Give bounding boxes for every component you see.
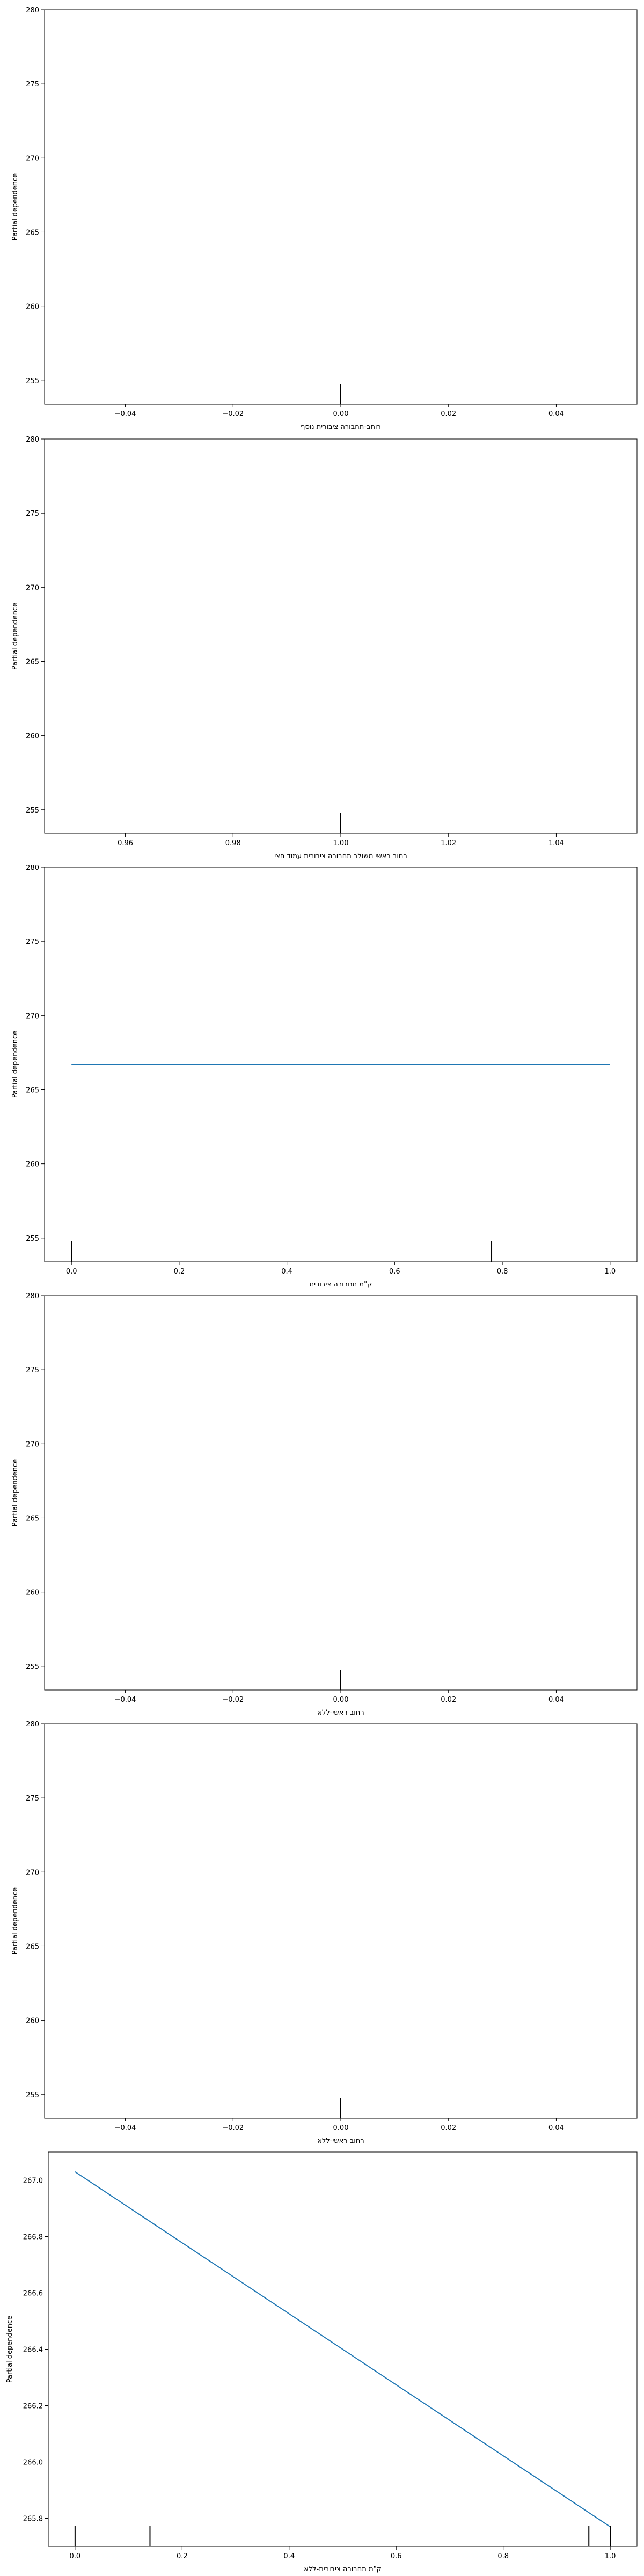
y-tick-label: 275: [26, 1795, 39, 1803]
x-axis-label: רחוב ראשי-ללא: [317, 1709, 364, 1717]
x-tick-label: −0.02: [222, 410, 244, 418]
x-tick-label: −0.04: [115, 2124, 136, 2132]
x-tick-label: 0.02: [441, 410, 456, 418]
x-tick-label: 0.0: [70, 2552, 81, 2560]
y-tick-label: 270: [26, 1869, 39, 1877]
y-axis-label: Partial dependence: [11, 1459, 19, 1526]
y-tick-label: 270: [26, 1440, 39, 1448]
x-tick-label: 1.02: [441, 839, 456, 847]
y-axis-label: Partial dependence: [11, 603, 19, 670]
x-tick-label: 0.00: [333, 1696, 349, 1704]
x-tick-label: −0.04: [115, 410, 136, 418]
chart-panel-4: −0.04 −0.02 0.00 0.02 0.04 255 260 265 270 275 280…: [11, 1292, 638, 1717]
y-tick-label: 275: [26, 938, 39, 946]
y-tick-label: 266.6: [23, 2290, 43, 2298]
chart-panel-1: −0.04 −0.02 0.00 0.02 0.04 255 260 265 270 275 280…: [11, 6, 638, 431]
y-tick-label: 275: [26, 80, 39, 89]
plot-frame: [44, 1723, 638, 2119]
y-tick-label: 270: [26, 155, 39, 163]
x-tick-label: 1.04: [548, 839, 564, 847]
plot-frame: [44, 9, 638, 405]
x-tick-label: −0.02: [222, 1696, 244, 1704]
y-tick-label: 267.0: [23, 2177, 43, 2185]
y-tick-label: 265: [26, 229, 39, 237]
x-tick-label: 1.00: [333, 839, 349, 847]
chart-panel-5: −0.04 −0.02 0.00 0.02 0.04 255 260 265 270 275 280…: [11, 1721, 638, 2145]
x-tick-label: 0.02: [441, 1696, 456, 1704]
y-tick-label: 266.2: [23, 2403, 43, 2411]
chart-panel-2: 0.96 0.98 1.00 1.02 1.04 255 260 265 270 275 280 רח…: [11, 436, 638, 860]
x-tick-label: 1.0: [605, 2552, 616, 2560]
y-axis-label: Partial dependence: [6, 2316, 14, 2383]
x-tick-label: 0.00: [333, 2124, 349, 2132]
x-axis-label: רחוב ראשי משולב תחבורה ציבורית עמוד חצי: [274, 852, 407, 860]
x-tick-label: 0.4: [283, 2552, 295, 2560]
y-tick-label: 280: [26, 6, 39, 14]
x-axis-label: ק"מ תחבורה ציבורית: [310, 1280, 372, 1289]
y-tick-label: 270: [26, 584, 39, 592]
x-tick-label: 0.02: [441, 2124, 456, 2132]
y-axis-label: Partial dependence: [11, 1887, 19, 1955]
plot-frame: [44, 438, 638, 834]
y-tick-label: 255: [26, 377, 39, 385]
x-tick-label: 0.96: [118, 839, 133, 847]
x-tick-label: 0.04: [548, 1696, 564, 1704]
x-tick-label: 0.04: [548, 410, 564, 418]
x-tick-label: 0.04: [548, 2124, 564, 2132]
y-tick-label: 255: [26, 2091, 39, 2099]
x-tick-label: 0.2: [177, 2552, 188, 2560]
x-axis-label: רחוב ראשי-ללא: [317, 2137, 364, 2145]
y-tick-label: 265: [26, 1086, 39, 1094]
y-axis-label: Partial dependence: [11, 173, 19, 240]
chart-panel-6: 0.0 0.2 0.4 0.6 0.8 1.0 265.8 266.0 266.2 266.4 26…: [6, 2151, 638, 2573]
y-tick-label: 255: [26, 807, 39, 815]
y-tick-label: 280: [26, 436, 39, 444]
y-tick-label: 266.4: [23, 2346, 43, 2354]
plot-frame: [44, 867, 638, 1262]
x-tick-label: 0.98: [225, 839, 241, 847]
y-tick-label: 280: [26, 1292, 39, 1300]
y-tick-label: 280: [26, 864, 39, 872]
y-tick-label: 280: [26, 1721, 39, 1729]
pd-line-1: [75, 2171, 611, 2528]
x-tick-label: 0.6: [391, 2552, 402, 2560]
y-tick-label: 255: [26, 1663, 39, 1671]
y-tick-label: 265: [26, 658, 39, 666]
plot-frame: [44, 1295, 638, 1690]
x-axis-label: רוחב-תחבורה ציבורית נוסף: [301, 423, 381, 431]
y-tick-label: 255: [26, 1235, 39, 1243]
x-tick-label: 0.00: [333, 410, 349, 418]
y-tick-label: 265: [26, 1514, 39, 1523]
y-tick-label: 260: [26, 733, 39, 741]
x-axis-label: ק"מ תחבורה ציבורית-ללא: [304, 2565, 382, 2573]
y-tick-label: 275: [26, 510, 39, 518]
x-tick-label: 0.8: [497, 1268, 508, 1276]
x-tick-label: −0.04: [115, 1696, 136, 1704]
y-tick-label: 260: [26, 2017, 39, 2025]
y-tick-label: 260: [26, 303, 39, 311]
x-tick-label: 1.0: [604, 1268, 616, 1276]
y-tick-label: 265.8: [23, 2515, 43, 2523]
y-tick-label: 270: [26, 1012, 39, 1020]
x-tick-label: 0.6: [389, 1268, 400, 1276]
x-tick-label: 0.2: [174, 1268, 185, 1276]
x-tick-label: 0.4: [281, 1268, 292, 1276]
y-tick-label: 266.8: [23, 2234, 43, 2242]
x-tick-label: 0.0: [66, 1268, 77, 1276]
y-tick-label: 266.0: [23, 2459, 43, 2467]
y-tick-label: 275: [26, 1366, 39, 1374]
y-tick-label: 260: [26, 1589, 39, 1597]
x-tick-label: 0.8: [497, 2552, 509, 2560]
y-tick-label: 265: [26, 1943, 39, 1951]
x-tick-label: −0.02: [222, 2124, 244, 2132]
y-axis-label: Partial dependence: [11, 1031, 19, 1098]
chart-panel-3: 0.0 0.2 0.4 0.6 0.8 1.0 255 260 265 270 275 280 ק"מ …: [11, 864, 638, 1289]
y-tick-label: 260: [26, 1161, 39, 1169]
